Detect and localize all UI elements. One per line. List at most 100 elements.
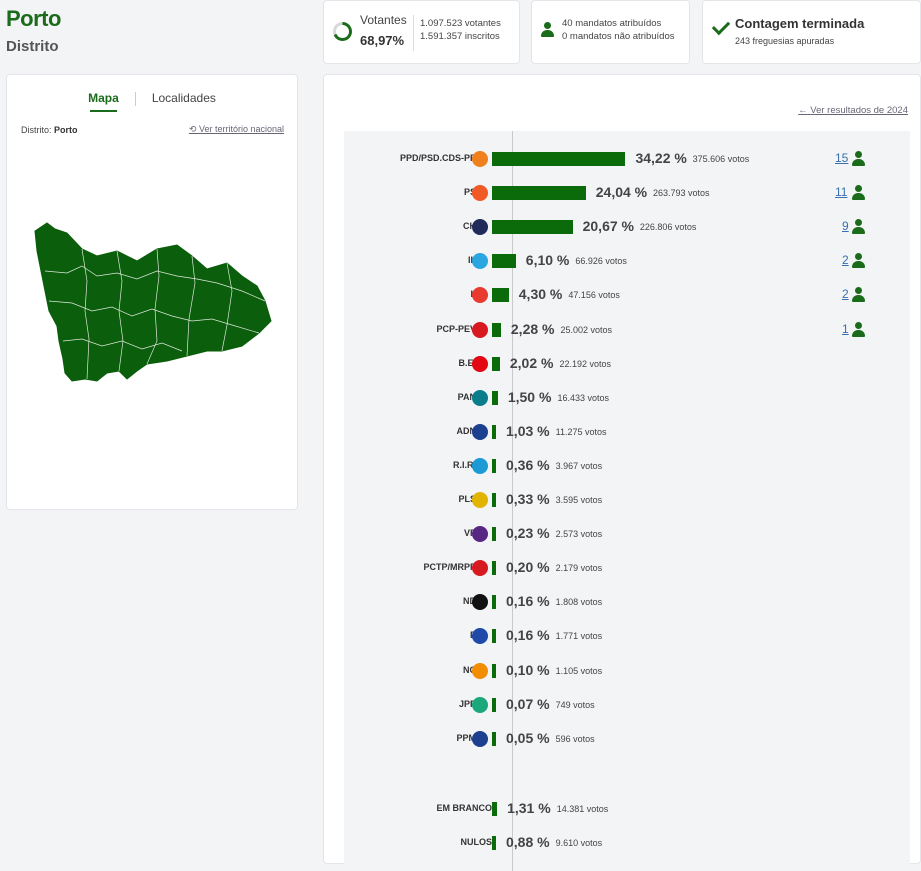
turnout-ring-icon [333, 22, 352, 41]
result-bar [492, 220, 573, 235]
party-row: PCTP/MRPP 0,20 % 2.179 votos [344, 558, 910, 578]
vote-percentage: 6,10 % [525, 252, 570, 269]
distrito-line: Distrito: Porto [21, 125, 78, 135]
party-logo-icon [472, 696, 488, 713]
vote-count: 596 votos [555, 733, 595, 744]
party-logo-icon [472, 185, 488, 202]
result-bar [492, 390, 498, 405]
municipality-borders [44, 248, 266, 380]
party-row: PLS 0,33 % 3.595 votos [344, 490, 910, 510]
result-bar [492, 493, 496, 507]
party-row: R.I.R. 0,36 % 3.967 votos [344, 456, 910, 476]
votantes-label: Votantes [360, 13, 407, 27]
party-logo-icon [472, 389, 488, 406]
seats-link[interactable]: 2 [842, 253, 849, 268]
party-logo-icon [472, 492, 488, 508]
result-bar [492, 731, 496, 746]
seats-link[interactable]: 2 [842, 287, 849, 302]
special-row: EM BRANCO 1,31 % 14.381 votos [344, 799, 910, 819]
seats-link[interactable]: 1 [842, 321, 849, 336]
party-label: ND [463, 596, 476, 607]
party-label: VP [463, 528, 476, 539]
party-row: E0,16 %1.771 votos [344, 626, 910, 646]
vote-count: 263.793 votos [652, 188, 710, 199]
party-logo-icon [472, 628, 488, 645]
arrow-left-icon: ← [798, 105, 808, 116]
party-logo-icon [472, 219, 488, 236]
mandatos-nao-atribuidos: 0 mandatos não atribuídos [562, 31, 675, 42]
seats-link[interactable]: 11 [835, 185, 848, 200]
previous-results-link[interactable]: ← Ver resultados de 2024 [798, 105, 908, 116]
inscritos-count: 1.591.357 inscritos [420, 31, 500, 42]
person-icon [852, 287, 866, 303]
votantes-card: Votantes 68,97% 1.097.523 votantes 1.591… [323, 0, 520, 64]
vote-percentage: 1,31 % [507, 800, 551, 816]
party-logo-icon [472, 321, 488, 338]
vote-count: 25.002 votos [560, 324, 613, 335]
party-label: PS [463, 187, 476, 198]
party-logo-icon [472, 526, 488, 543]
party-logo-icon [472, 253, 488, 270]
tab-localidades[interactable]: Localidades [151, 91, 216, 105]
result-bar [492, 802, 498, 816]
vote-count: 16.433 votos [557, 392, 609, 403]
vote-count: 1.105 votos [555, 665, 603, 676]
result-bar [492, 595, 496, 610]
result-bar [492, 697, 496, 712]
vote-percentage: 0,16 % [506, 627, 550, 644]
party-row: PAN 1,50 % 16.433 votos [344, 388, 910, 408]
vote-percentage: 4,30 % [518, 286, 563, 303]
party-label: R.I.R. [452, 459, 476, 470]
national-territory-link[interactable]: ⟲ Ver território nacional [189, 124, 284, 135]
person-icon [852, 253, 866, 269]
checkmark-icon [711, 16, 731, 36]
seats-link[interactable]: 9 [842, 219, 849, 234]
person-icon [852, 151, 866, 166]
party-label: PPD/PSD.CDS-PP [399, 153, 476, 163]
seats-link[interactable]: 15 [835, 151, 849, 165]
contagem-status: Contagem terminada [735, 16, 865, 31]
party-label: B.E. [458, 357, 476, 368]
party-logo-icon [472, 730, 488, 747]
vote-count: 3.595 votos [555, 495, 603, 505]
party-label: PAN [457, 391, 476, 402]
result-bar [492, 663, 496, 678]
party-row: PPD/PSD.CDS-PP 34,22 % 375.606 votos 15 [344, 149, 910, 169]
special-row: NULOS 0,88 % 9.610 votos [344, 833, 910, 853]
result-bar [492, 458, 496, 473]
result-bar [492, 629, 496, 644]
votantes-count: 1.097.523 votantes [420, 18, 501, 29]
party-label: CH [463, 221, 476, 232]
party-label: JPP [458, 698, 476, 709]
party-label: NC [463, 664, 476, 675]
party-row: PCP-PEV 2,28 % 25.002 votos 1 [344, 320, 910, 340]
map-tabs: Mapa Localidades [7, 91, 297, 112]
tab-mapa[interactable]: Mapa [72, 91, 135, 112]
vote-count: 47.156 votos [568, 290, 620, 301]
divider [413, 15, 414, 51]
district-map[interactable] [27, 221, 277, 391]
vote-percentage: 0,33 % [506, 491, 550, 507]
person-icon [852, 185, 866, 201]
party-label: EM BRANCO [436, 803, 493, 813]
party-row: IL 6,10 % 66.926 votos 2 [344, 251, 910, 271]
vote-percentage: 0,07 % [506, 695, 550, 712]
result-bar [492, 322, 501, 337]
vote-count: 375.606 votos [692, 154, 750, 164]
results-panel: ← Ver resultados de 2024 PPD/PSD.CDS-PP 3… [323, 74, 921, 871]
party-label: ADN [456, 425, 477, 436]
page-title: Porto [6, 6, 61, 31]
party-label: PLS [458, 494, 476, 504]
map-panel: Mapa Localidades Distrito: Porto ⟲ Ver te… [6, 74, 298, 510]
party-logo-icon [472, 423, 488, 440]
page-subtitle: Distrito [6, 38, 59, 55]
party-row: VP 0,23 % 2.573 votos [344, 524, 910, 544]
vote-count: 2.573 votos [555, 529, 603, 540]
mandatos-card: 40 mandatos atribuídos 0 mandatos não at… [531, 0, 690, 64]
party-label: PPM [456, 732, 476, 743]
vote-percentage: 0,20 % [506, 559, 550, 576]
party-logo-icon [472, 662, 488, 679]
vote-count: 226.806 votos [639, 222, 697, 233]
party-row: B.E. 2,02 % 22.192 votos [344, 354, 910, 374]
